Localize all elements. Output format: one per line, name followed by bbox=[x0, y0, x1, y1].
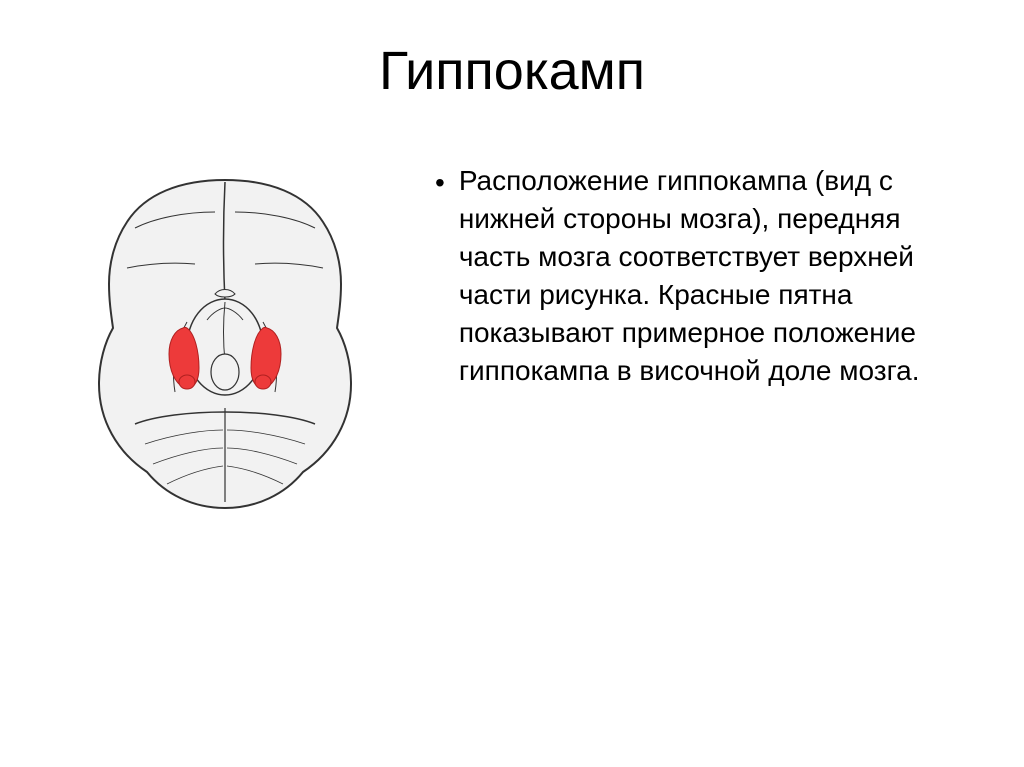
slide: Гиппокамп bbox=[0, 0, 1024, 767]
bullet-icon: • bbox=[435, 164, 445, 202]
slide-title: Гиппокамп bbox=[50, 40, 974, 102]
brain-diagram bbox=[50, 152, 400, 512]
brain-svg bbox=[75, 172, 375, 512]
bullet-item: • Расположение гиппокампа (вид с нижней … bbox=[435, 162, 974, 390]
body-text: Расположение гиппокампа (вид с нижней ст… bbox=[459, 162, 974, 390]
text-block: • Расположение гиппокампа (вид с нижней … bbox=[435, 152, 974, 390]
content-row: • Расположение гиппокампа (вид с нижней … bbox=[50, 152, 974, 512]
